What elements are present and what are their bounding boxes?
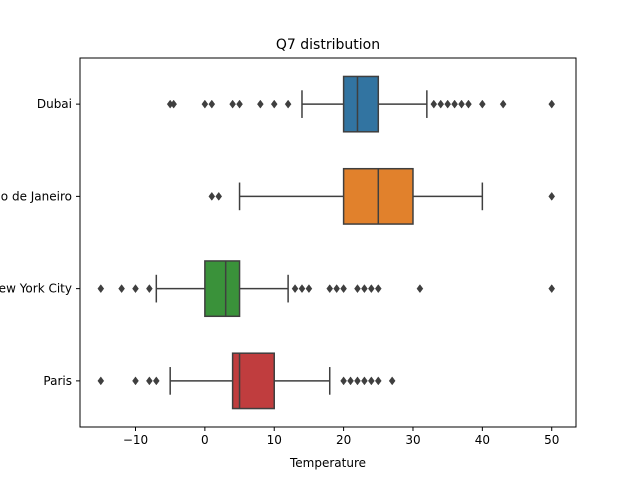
outlier-point: [374, 284, 382, 294]
outlier-point: [361, 284, 368, 294]
outlier-point: [340, 284, 347, 294]
outlier-point: [305, 284, 313, 294]
box-iqr: [342, 75, 380, 133]
category-label: Rio de Janeiro: [0, 189, 72, 203]
category-label: Paris: [43, 374, 72, 388]
outlier-point: [340, 376, 347, 386]
box-iqr: [204, 260, 241, 318]
outlier-point: [132, 376, 139, 386]
outlier-point: [499, 99, 507, 109]
outlier-point: [270, 99, 278, 109]
x-tick-label: 40: [475, 433, 490, 447]
x-tick-label: 50: [544, 433, 559, 447]
axes-frame: [79, 57, 577, 428]
x-tick-label: −10: [123, 433, 148, 447]
outlier-point: [444, 99, 451, 109]
x-axis-label: Temperature: [289, 456, 366, 470]
outlier-point: [430, 99, 438, 109]
outlier-point: [465, 99, 472, 109]
outlier-point: [201, 99, 209, 109]
category-label: Dubai: [37, 97, 72, 111]
outlier-point: [326, 284, 334, 294]
outlier-point: [97, 376, 105, 386]
outlier-point: [548, 191, 556, 201]
outlier-point: [354, 284, 361, 294]
outlier-point: [236, 99, 243, 109]
x-tick-label: 0: [201, 433, 209, 447]
outlier-point: [361, 376, 368, 386]
x-tick-label: 30: [405, 433, 420, 447]
box-group-rio-de-janeiro: Rio de Janeiro: [0, 167, 556, 225]
outlier-point: [291, 284, 299, 294]
outlier-point: [229, 99, 236, 109]
outlier-point: [451, 99, 458, 109]
x-tick-label: 20: [336, 433, 351, 447]
outlier-point: [146, 376, 153, 386]
outlier-point: [118, 284, 125, 294]
outlier-point: [97, 284, 105, 294]
category-label: New York City: [0, 282, 72, 296]
outlier-point: [170, 99, 177, 109]
outlier-point: [548, 99, 556, 109]
outlier-point: [208, 99, 216, 109]
outlier-point: [368, 284, 375, 294]
outlier-point: [416, 284, 424, 294]
outlier-point: [298, 284, 306, 294]
outlier-point: [208, 191, 216, 201]
outlier-point: [132, 284, 139, 294]
outlier-point: [146, 284, 153, 294]
box-group-paris: Paris: [43, 352, 396, 410]
outlier-point: [548, 284, 556, 294]
outlier-point: [284, 99, 292, 109]
outlier-point: [257, 99, 264, 109]
outlier-point: [374, 376, 382, 386]
outlier-point: [215, 191, 223, 201]
outlier-point: [388, 376, 396, 386]
outlier-point: [152, 376, 160, 386]
outlier-point: [458, 99, 465, 109]
chart-title: Q7 distribution: [276, 37, 380, 53]
x-tick-label: 10: [267, 433, 282, 447]
outlier-point: [347, 376, 354, 386]
outlier-point: [479, 99, 486, 109]
outlier-point: [437, 99, 445, 109]
box-group-dubai: Dubai: [37, 75, 556, 133]
outlier-point: [333, 284, 340, 294]
plot-area: −10 0 10 20 30 40 50 Dubai Rio de Janeiro New Yor…: [0, 75, 559, 447]
box-group-new-york-city: New York City: [0, 260, 556, 318]
outlier-point: [368, 376, 375, 386]
outlier-point: [354, 376, 361, 386]
